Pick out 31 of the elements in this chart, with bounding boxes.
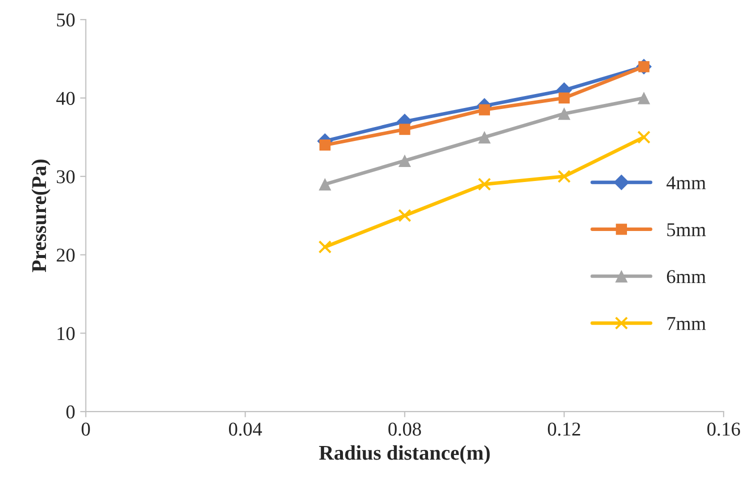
- point: [558, 170, 571, 183]
- point: [319, 139, 331, 151]
- x-tick-label: 0.04: [228, 422, 262, 436]
- point: [478, 130, 491, 144]
- legend-label: 7mm: [667, 317, 706, 330]
- x-tick-label: 0.12: [548, 422, 580, 436]
- point: [637, 130, 650, 144]
- x-axis-title: Radius distance(m): [319, 445, 490, 464]
- point: [478, 104, 490, 116]
- y-tick-label: 50: [57, 13, 75, 27]
- legend-label: 4mm: [666, 176, 706, 190]
- point: [638, 92, 650, 104]
- y-tick-label: 30: [56, 170, 75, 184]
- x-tick-label: 0: [82, 422, 90, 436]
- point: [398, 154, 411, 167]
- point: [558, 92, 570, 104]
- y-tick-label: 10: [58, 327, 75, 340]
- point: [558, 107, 570, 120]
- y-tick-label: 0: [66, 405, 75, 419]
- point: [318, 240, 332, 254]
- y-tick-label: 40: [56, 92, 75, 105]
- x-tick-label: 0.08: [388, 422, 421, 436]
- point: [478, 178, 492, 191]
- legend-label: 5mm: [667, 223, 706, 236]
- point: [318, 178, 332, 190]
- y-axis-title: Pressure(Pa): [31, 160, 50, 272]
- y-tick-label: 20: [56, 248, 75, 262]
- point: [398, 209, 412, 222]
- legend-label: 6mm: [666, 270, 706, 284]
- point: [399, 124, 410, 135]
- x-tick-label: 0.16: [707, 422, 740, 436]
